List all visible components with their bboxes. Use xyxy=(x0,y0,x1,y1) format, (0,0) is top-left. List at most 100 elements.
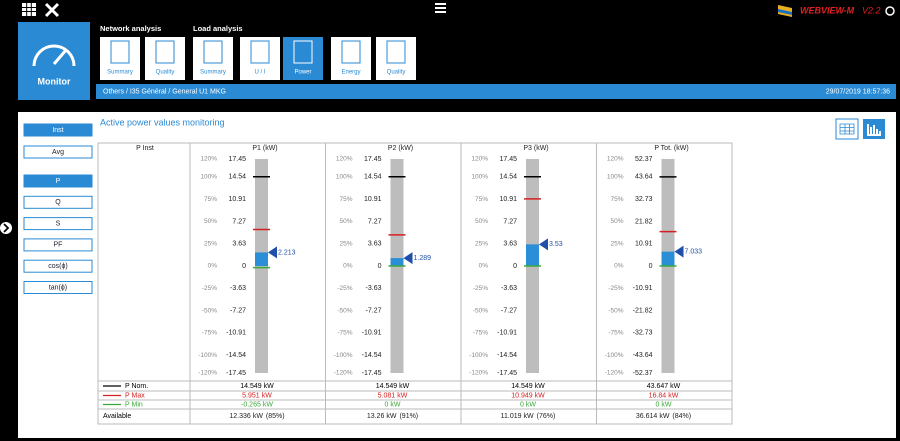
percent-label: 75% xyxy=(610,196,623,203)
tab[interactable]: Quality xyxy=(145,37,185,80)
sidebar-button[interactable]: cos(ϕ) xyxy=(23,259,93,273)
sidebar-button[interactable]: tan(ϕ) xyxy=(23,281,93,294)
panel-title: Active power values monitoring xyxy=(100,117,225,127)
row-value: 14.549 kW xyxy=(376,383,410,390)
percent: (85%) xyxy=(266,413,285,420)
value-arrow xyxy=(539,238,548,251)
percent-label: 0% xyxy=(343,263,353,270)
percent-label: -100% xyxy=(605,352,624,359)
gauge-table: P Inst P Nom. P Max P Min Available P1 (kW) 1… xyxy=(97,142,733,425)
sidebar-button[interactable]: Inst xyxy=(23,123,93,137)
button-bg xyxy=(23,217,93,231)
app-icon[interactable] xyxy=(22,3,36,16)
unit: kW xyxy=(659,413,670,420)
tab-label: Summary xyxy=(200,70,226,76)
tab[interactable]: U / I xyxy=(240,37,280,80)
percent-label: 25% xyxy=(204,240,217,247)
tab[interactable]: Summary xyxy=(193,37,233,80)
tab-bg xyxy=(240,37,280,80)
unit: kW xyxy=(397,392,408,399)
tab[interactable]: Energy xyxy=(331,37,371,80)
row-value: 43.647 kW xyxy=(647,383,681,390)
tab-icon xyxy=(386,40,406,64)
scale-label: -7.27 xyxy=(230,307,246,314)
row-value: 10.949 kW xyxy=(511,392,545,399)
tab-icon xyxy=(203,40,223,64)
percent-label: -75% xyxy=(202,330,217,337)
number: 12.336 xyxy=(229,413,251,420)
table-border xyxy=(97,142,733,425)
number: 13.26 xyxy=(367,413,385,420)
button-bg xyxy=(23,195,93,209)
expand-button[interactable] xyxy=(0,222,12,234)
chart-view-button[interactable] xyxy=(863,119,885,139)
row-value: 0 kW xyxy=(384,401,400,408)
unit: kW xyxy=(262,392,273,399)
tile-bg xyxy=(18,22,90,100)
percent-label: 25% xyxy=(610,240,623,247)
percent-label: -25% xyxy=(473,285,488,292)
scale-label: 7.27 xyxy=(503,218,517,225)
sidebar-button[interactable]: PF xyxy=(23,238,93,252)
sidebar-button[interactable]: Avg xyxy=(23,145,93,159)
tab-icon xyxy=(293,40,313,64)
button-bg xyxy=(23,238,93,252)
percent-label: 120% xyxy=(336,156,353,163)
number: -0.265 xyxy=(241,401,261,408)
tab-bg xyxy=(145,37,185,80)
tab[interactable]: Quality xyxy=(376,37,416,80)
tab-icon xyxy=(110,40,130,64)
value-fill xyxy=(526,244,539,266)
tools-icon[interactable] xyxy=(44,2,60,18)
monitor-tile[interactable]: Monitor xyxy=(18,22,90,100)
value-label: 2.213 xyxy=(278,249,296,256)
scale-label: 0 xyxy=(513,263,517,270)
percent-label: 100% xyxy=(200,174,217,181)
unit: kW xyxy=(253,413,264,420)
scale-label: -43.64 xyxy=(633,352,653,359)
table-view-button[interactable] xyxy=(835,118,859,140)
grid-icon xyxy=(22,3,36,16)
corner-label: P Inst xyxy=(136,145,154,152)
tab[interactable]: Summary xyxy=(100,37,140,80)
scale-label: 14.54 xyxy=(364,174,382,181)
number: 0 xyxy=(384,401,388,408)
unit: kW xyxy=(661,401,672,408)
available-value: 12.336 kW (85%) xyxy=(229,413,284,420)
menu-icon[interactable] xyxy=(435,3,446,13)
table-icon xyxy=(839,123,855,135)
scale-label: -3.63 xyxy=(501,285,517,292)
number: 0 xyxy=(655,401,659,408)
datetime: 29/07/2019 18:57:36 xyxy=(826,88,890,95)
scale-label: 17.45 xyxy=(364,156,382,163)
column-title: P2 (kW) xyxy=(388,145,413,152)
unit: kW xyxy=(524,413,535,420)
logo: WEBVIEW-M xyxy=(800,5,855,15)
value-arrow xyxy=(268,246,277,259)
unit: kW xyxy=(399,383,410,390)
settings-icon[interactable] xyxy=(885,6,895,16)
percent-label: -100% xyxy=(469,352,488,359)
sidebar-button[interactable]: S xyxy=(23,217,93,231)
scale-label: -14.54 xyxy=(362,352,382,359)
tab-icon xyxy=(341,40,361,64)
tab[interactable]: Power xyxy=(283,37,323,80)
tile-gauge xyxy=(32,44,76,67)
scale-label: 0 xyxy=(649,263,653,270)
sidebar-button[interactable]: Q xyxy=(23,195,93,209)
scale-label: -10.91 xyxy=(362,330,382,337)
unit: kW xyxy=(390,401,401,408)
sidebar-button[interactable]: P xyxy=(23,174,93,188)
value-fill xyxy=(255,252,268,266)
scale-label: 43.64 xyxy=(635,174,653,181)
percent-label: 50% xyxy=(204,218,217,225)
button-label: Avg xyxy=(52,149,64,156)
value-fill xyxy=(661,251,675,266)
row-value: 5.081 kW xyxy=(378,392,408,399)
scale-label: 3.63 xyxy=(503,241,517,248)
scale-label: 3.63 xyxy=(232,241,246,248)
row-value: -0.265 kW xyxy=(241,401,273,408)
scale-label: -17.45 xyxy=(226,370,246,377)
